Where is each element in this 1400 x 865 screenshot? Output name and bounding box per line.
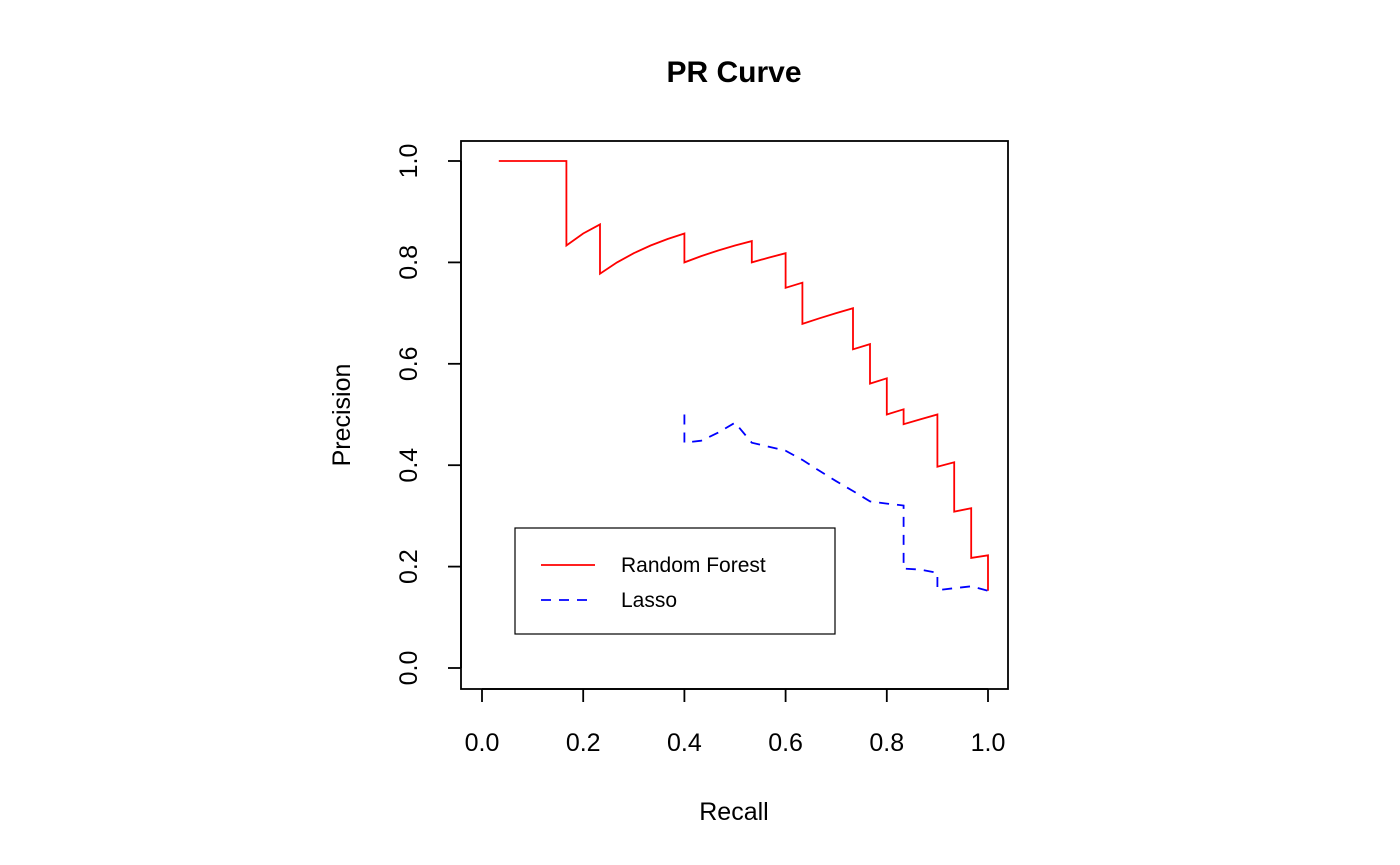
x-axis-title: Recall bbox=[699, 798, 768, 826]
x-tick-label: 0.4 bbox=[667, 729, 702, 757]
legend-label-lasso: Lasso bbox=[621, 589, 677, 612]
x-tick-label: 1.0 bbox=[971, 729, 1006, 757]
legend-label-random-forest: Random Forest bbox=[621, 554, 766, 577]
chart-title: PR Curve bbox=[666, 56, 801, 89]
x-axis: 0.0 0.2 0.4 0.6 0.8 1.0 bbox=[465, 689, 1006, 757]
y-tick-label: 0.4 bbox=[395, 448, 423, 483]
series-layer bbox=[499, 161, 988, 591]
y-tick-label: 0.2 bbox=[395, 549, 423, 584]
x-tick-label: 0.0 bbox=[465, 729, 500, 757]
legend-box bbox=[515, 528, 835, 634]
y-tick-label: 0.8 bbox=[395, 245, 423, 280]
legend: Random Forest Lasso bbox=[515, 528, 835, 634]
x-tick-label: 0.6 bbox=[768, 729, 803, 757]
y-axis-title: Precision bbox=[328, 364, 356, 467]
x-tick-label: 0.2 bbox=[566, 729, 601, 757]
y-axis: 0.0 0.2 0.4 0.6 0.8 1.0 bbox=[395, 144, 461, 686]
series-line-random-forest bbox=[499, 161, 988, 591]
y-tick-label: 1.0 bbox=[395, 144, 423, 179]
y-tick-label: 0.6 bbox=[395, 346, 423, 381]
x-tick-label: 0.8 bbox=[869, 729, 904, 757]
y-tick-label: 0.0 bbox=[395, 651, 423, 686]
